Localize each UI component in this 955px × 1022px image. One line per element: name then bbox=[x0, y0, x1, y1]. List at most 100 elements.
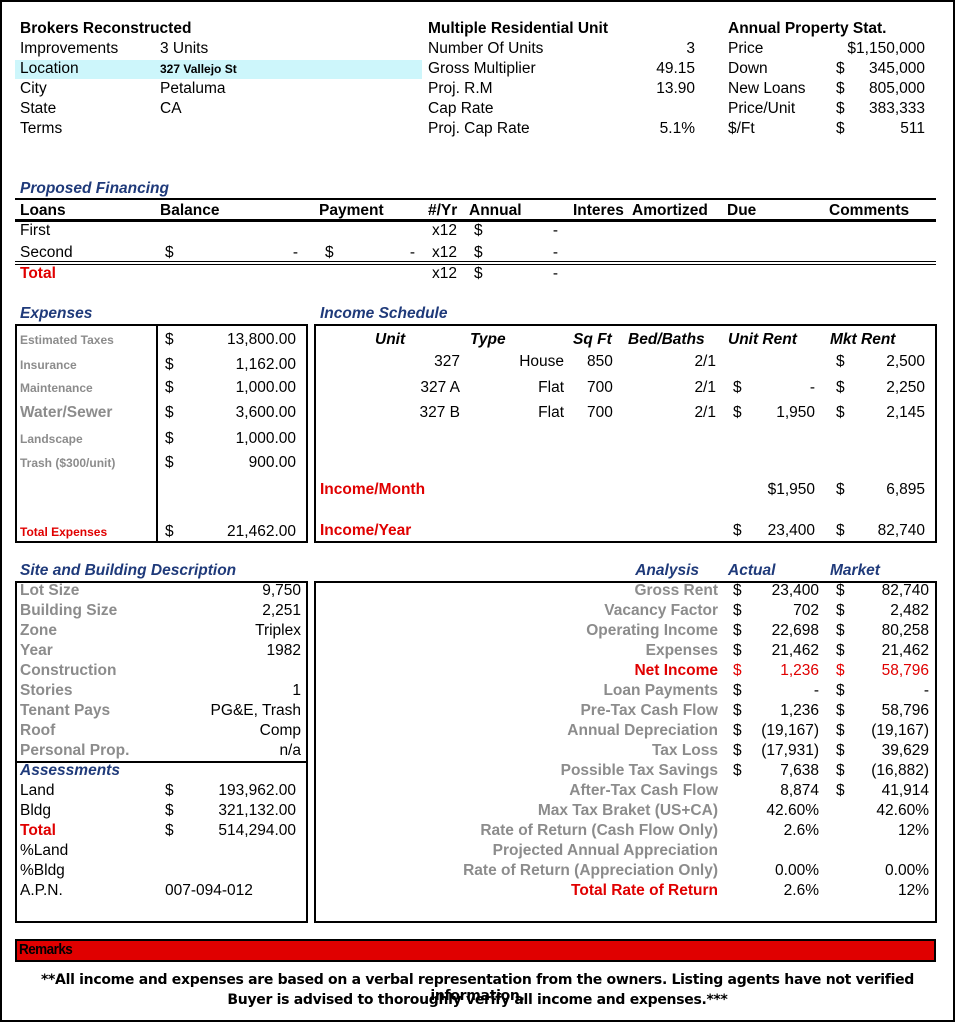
rule bbox=[15, 261, 936, 262]
row-label: Roof bbox=[20, 722, 56, 739]
row-label: Insurance bbox=[20, 358, 77, 372]
cell: Comp bbox=[259, 722, 301, 739]
cell: 1,236 bbox=[780, 662, 819, 679]
cell: 1,000.00 bbox=[235, 379, 296, 396]
row-label: Pre-Tax Cash Flow bbox=[580, 702, 718, 719]
rule bbox=[15, 264, 936, 265]
cell: (19,167) bbox=[761, 722, 819, 739]
section-title: Expenses bbox=[20, 305, 93, 322]
row-label: Proj. R.M bbox=[428, 80, 493, 97]
cell: - bbox=[292, 244, 298, 261]
cell: 21,462.00 bbox=[227, 523, 296, 540]
row-label: Annual Depreciation bbox=[567, 722, 718, 739]
cell: $ bbox=[836, 60, 845, 77]
cell: $ bbox=[836, 702, 845, 719]
rule bbox=[15, 219, 936, 222]
cell: 23,400 bbox=[767, 522, 815, 539]
cell: 41,914 bbox=[881, 782, 929, 799]
row-label: Zone bbox=[20, 622, 58, 639]
cell: 49.15 bbox=[656, 60, 695, 77]
cell: 345,000 bbox=[868, 60, 925, 77]
row-label: Land bbox=[20, 782, 55, 799]
column-header: Annual bbox=[469, 202, 522, 219]
row-label: Down bbox=[728, 60, 768, 77]
cell: 7,638 bbox=[780, 762, 819, 779]
remarks-bar bbox=[15, 939, 936, 962]
row-label: Vacancy Factor bbox=[604, 602, 718, 619]
cell: 1 bbox=[292, 682, 301, 699]
cell: - bbox=[552, 244, 558, 261]
cell: $ bbox=[165, 802, 174, 819]
row-label: Second bbox=[20, 244, 73, 261]
cell: 2,251 bbox=[262, 602, 301, 619]
cell: $ bbox=[165, 430, 174, 447]
cell: - bbox=[552, 222, 558, 239]
column-header: Bed/Baths bbox=[628, 331, 705, 348]
cell: 700 bbox=[587, 404, 613, 421]
cell: 2,482 bbox=[890, 602, 929, 619]
cell: $ bbox=[165, 454, 174, 471]
row-label: City bbox=[20, 80, 47, 97]
cell: 22,698 bbox=[771, 622, 819, 639]
cell: Flat bbox=[538, 379, 564, 396]
cell: 2.6% bbox=[783, 822, 819, 839]
row-label: Construction bbox=[20, 662, 117, 679]
cell: 21,462 bbox=[881, 642, 929, 659]
cell: - bbox=[552, 265, 558, 282]
cell: $ bbox=[836, 722, 845, 739]
row-label: Gross Rent bbox=[634, 582, 718, 599]
row-label: Max Tax Braket (US+CA) bbox=[537, 802, 718, 819]
cell: $ bbox=[836, 120, 845, 137]
cell: $ bbox=[165, 244, 174, 261]
cell: 383,333 bbox=[868, 100, 925, 117]
cell: x12 bbox=[432, 265, 457, 282]
cell: $ bbox=[165, 331, 174, 348]
cell: $ bbox=[836, 522, 845, 539]
cell: $ bbox=[836, 100, 845, 117]
row-label: Improvements bbox=[20, 40, 119, 57]
column-header: Balance bbox=[160, 202, 220, 219]
row-label: Year bbox=[20, 642, 53, 659]
cell: $1,950 bbox=[767, 481, 815, 498]
section-title: Income Schedule bbox=[320, 305, 448, 322]
row-label: Water/Sewer bbox=[20, 404, 113, 421]
cell: $ bbox=[733, 642, 742, 659]
row-label: 327 A bbox=[420, 379, 460, 396]
row-label: Stories bbox=[20, 682, 73, 699]
cell: 0.00% bbox=[885, 862, 929, 879]
cell: $ bbox=[733, 702, 742, 719]
cell: 12% bbox=[897, 882, 929, 899]
cell: x12 bbox=[432, 222, 457, 239]
row-label: Proj. Cap Rate bbox=[428, 120, 530, 137]
section-title: Proposed Financing bbox=[20, 180, 169, 197]
cell: $ bbox=[474, 265, 483, 282]
row-label: Income/Month bbox=[320, 481, 426, 498]
cell: 514,294.00 bbox=[218, 822, 296, 839]
cell: $ bbox=[733, 622, 742, 639]
cell: $ bbox=[836, 404, 845, 421]
cell: $ bbox=[165, 379, 174, 396]
cell: $ bbox=[165, 782, 174, 799]
divider bbox=[156, 324, 158, 543]
cell: $ bbox=[733, 762, 742, 779]
row-label: Cap Rate bbox=[428, 100, 494, 117]
row-label: Income/Year bbox=[320, 522, 412, 539]
cell: 13.90 bbox=[656, 80, 695, 97]
column-header: #/Yr bbox=[428, 202, 458, 219]
cell: $1,150,000 bbox=[847, 40, 925, 57]
row-label: A.P.N. bbox=[20, 882, 63, 899]
row-label: Loan Payments bbox=[603, 682, 718, 699]
cell: - bbox=[813, 682, 819, 699]
row-label: %Land bbox=[20, 842, 69, 859]
cell: 21,462 bbox=[771, 642, 819, 659]
cell: $ bbox=[836, 682, 845, 699]
cell: $ bbox=[325, 244, 334, 261]
cell: $ bbox=[836, 602, 845, 619]
cell: $ bbox=[836, 80, 845, 97]
cell: 850 bbox=[587, 353, 613, 370]
cell: 58,796 bbox=[881, 662, 929, 679]
row-label: Estimated Taxes bbox=[20, 333, 114, 347]
row-label: $/Ft bbox=[728, 120, 755, 137]
cell: 327 Vallejo St bbox=[160, 62, 237, 76]
cell: 5.1% bbox=[659, 120, 695, 137]
